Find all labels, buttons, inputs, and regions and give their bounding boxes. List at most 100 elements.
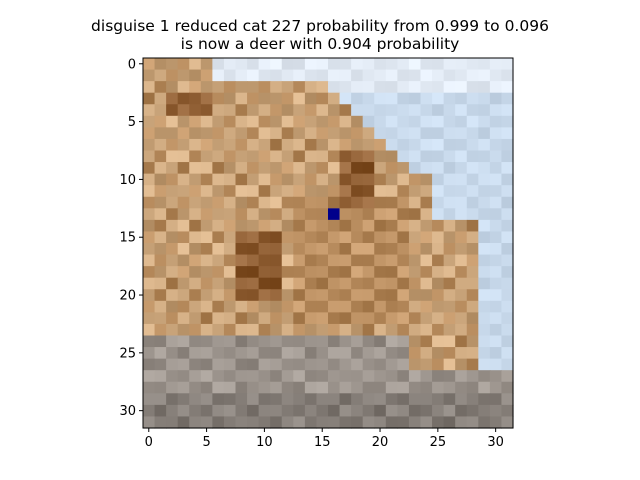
image-pixel bbox=[270, 393, 283, 406]
image-pixel bbox=[281, 289, 294, 302]
image-pixel bbox=[235, 300, 248, 313]
image-pixel bbox=[177, 254, 190, 267]
image-pixel bbox=[304, 196, 318, 209]
image-pixel bbox=[432, 196, 445, 209]
image-pixel bbox=[420, 150, 433, 163]
image-pixel bbox=[166, 231, 179, 244]
image-pixel bbox=[443, 393, 456, 406]
image-pixel bbox=[200, 173, 213, 186]
image-pixel bbox=[455, 416, 468, 429]
image-pixel bbox=[362, 115, 375, 128]
image-pixel bbox=[385, 219, 398, 233]
image-pixel bbox=[200, 58, 213, 71]
image-pixel bbox=[166, 312, 179, 325]
image-pixel bbox=[293, 92, 306, 105]
image-pixel bbox=[362, 219, 375, 233]
image-pixel bbox=[166, 92, 179, 105]
image-pixel bbox=[432, 92, 445, 105]
image-pixel bbox=[247, 173, 260, 186]
image-pixel bbox=[235, 312, 248, 325]
image-pixel bbox=[339, 150, 352, 163]
image-pixel bbox=[374, 92, 387, 105]
image-pixel bbox=[223, 231, 237, 244]
image-pixel bbox=[270, 173, 283, 186]
image-pixel bbox=[385, 393, 398, 406]
image-pixel bbox=[478, 104, 491, 117]
image-pixel bbox=[247, 127, 260, 140]
image-pixel bbox=[385, 254, 398, 267]
image-pixel bbox=[432, 81, 445, 94]
image-pixel bbox=[385, 231, 398, 244]
image-pixel bbox=[304, 173, 318, 186]
image-pixel bbox=[478, 92, 491, 105]
image-pixel bbox=[362, 150, 375, 163]
image-pixel bbox=[154, 150, 167, 163]
image-pixel bbox=[455, 58, 468, 71]
image-pixel bbox=[143, 404, 156, 418]
image-pixel bbox=[385, 312, 398, 325]
image-pixel bbox=[466, 81, 479, 94]
image-pixel bbox=[166, 138, 179, 152]
image-pixel bbox=[408, 243, 422, 256]
image-pixel bbox=[362, 300, 375, 313]
image-pixel bbox=[212, 404, 225, 418]
image-pixel bbox=[362, 312, 375, 325]
pixel-image bbox=[143, 58, 514, 429]
image-pixel bbox=[362, 254, 375, 267]
image-pixel bbox=[351, 289, 364, 302]
image-pixel bbox=[304, 277, 318, 290]
image-pixel bbox=[501, 404, 514, 418]
image-pixel bbox=[281, 173, 294, 186]
image-pixel bbox=[328, 92, 341, 105]
image-pixel bbox=[443, 196, 456, 209]
image-pixel bbox=[281, 254, 294, 267]
image-pixel bbox=[270, 347, 283, 360]
image-pixel bbox=[212, 254, 225, 267]
image-pixel bbox=[304, 335, 318, 348]
image-pixel bbox=[501, 69, 514, 82]
image-pixel bbox=[247, 115, 260, 128]
image-pixel bbox=[339, 312, 352, 325]
image-pixel bbox=[351, 312, 364, 325]
image-pixel bbox=[478, 289, 491, 302]
image-pixel bbox=[466, 277, 479, 290]
image-pixel bbox=[420, 115, 433, 128]
image-pixel bbox=[489, 312, 503, 325]
image-pixel bbox=[351, 115, 364, 128]
image-pixel bbox=[385, 196, 398, 209]
y-axis: 0 5 10 15 20 25 30 bbox=[119, 57, 143, 419]
image-pixel bbox=[316, 370, 329, 383]
image-pixel bbox=[351, 196, 364, 209]
image-pixel bbox=[328, 393, 341, 406]
image-pixel bbox=[408, 208, 422, 221]
image-pixel bbox=[466, 416, 479, 429]
image-pixel bbox=[466, 266, 479, 279]
image-pixel bbox=[489, 162, 503, 175]
image-pixel bbox=[351, 208, 364, 221]
image-pixel bbox=[478, 266, 491, 279]
image-pixel bbox=[339, 254, 352, 267]
image-pixel bbox=[247, 58, 260, 71]
image-pixel bbox=[177, 312, 190, 325]
image-pixel bbox=[432, 58, 445, 71]
image-pixel bbox=[154, 254, 167, 267]
image-pixel bbox=[200, 115, 213, 128]
image-pixel bbox=[455, 404, 468, 418]
image-pixel bbox=[420, 300, 433, 313]
image-pixel bbox=[385, 208, 398, 221]
y-tick-label: 0 bbox=[128, 57, 136, 72]
image-pixel bbox=[478, 219, 491, 233]
image-pixel bbox=[374, 323, 387, 337]
image-pixel bbox=[177, 138, 190, 152]
image-pixel bbox=[328, 358, 341, 371]
image-pixel bbox=[397, 196, 410, 209]
image-pixel bbox=[281, 416, 294, 429]
image-pixel bbox=[200, 243, 213, 256]
image-pixel bbox=[304, 254, 318, 267]
image-pixel bbox=[235, 138, 248, 152]
image-pixel bbox=[247, 312, 260, 325]
image-pixel bbox=[189, 219, 202, 233]
image-pixel bbox=[362, 92, 375, 105]
image-pixel bbox=[212, 347, 225, 360]
image-pixel bbox=[235, 150, 248, 163]
